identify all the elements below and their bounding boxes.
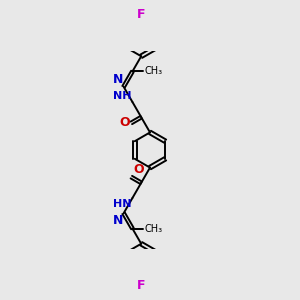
Text: NH: NH	[113, 91, 131, 101]
Text: F: F	[137, 8, 146, 21]
Text: O: O	[119, 116, 130, 129]
Text: N: N	[112, 73, 123, 86]
Text: F: F	[137, 279, 146, 292]
Text: CH₃: CH₃	[145, 224, 163, 233]
Text: O: O	[134, 163, 144, 176]
Text: N: N	[112, 214, 123, 227]
Text: HN: HN	[113, 199, 131, 209]
Text: CH₃: CH₃	[145, 67, 163, 76]
